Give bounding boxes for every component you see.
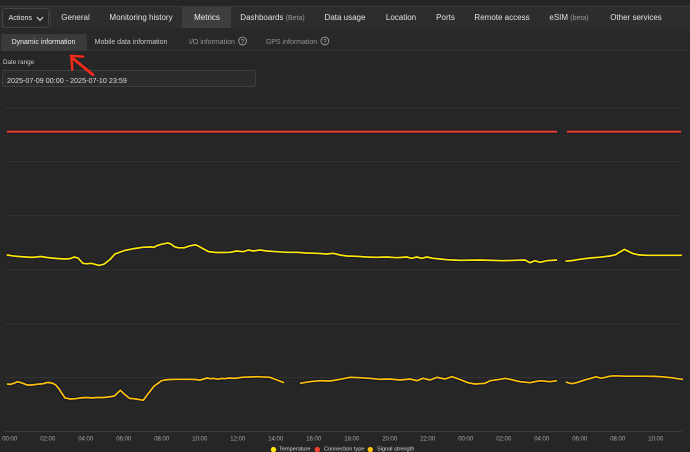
svg-text:20:00: 20:00 — [382, 437, 398, 443]
svg-text:02:00: 02:00 — [40, 437, 56, 443]
svg-text:04:00: 04:00 — [534, 437, 550, 443]
svg-text:18:00: 18:00 — [344, 437, 360, 443]
svg-text:10:00: 10:00 — [192, 437, 208, 443]
svg-text:02:00: 02:00 — [496, 437, 512, 443]
svg-text:00:00: 00:00 — [2, 437, 18, 443]
svg-text:Temperature: Temperature — [279, 446, 310, 452]
svg-text:?: ? — [241, 38, 245, 45]
svg-text:06:00: 06:00 — [116, 437, 132, 443]
svg-text:22:00: 22:00 — [420, 437, 436, 443]
svg-text:16:00: 16:00 — [306, 437, 322, 443]
svg-text:?: ? — [323, 38, 327, 45]
svg-text:10:00: 10:00 — [648, 437, 664, 443]
svg-text:04:00: 04:00 — [78, 437, 94, 443]
svg-text:Connection type: Connection type — [324, 446, 364, 452]
svg-text:08:00: 08:00 — [154, 437, 170, 443]
svg-text:06:00: 06:00 — [572, 437, 588, 443]
svg-text:08:00: 08:00 — [610, 437, 626, 443]
svg-text:12:00: 12:00 — [230, 437, 246, 443]
svg-text:00:00: 00:00 — [458, 437, 474, 443]
svg-text:Signal strength: Signal strength — [377, 446, 414, 452]
svg-text:14:00: 14:00 — [268, 437, 284, 443]
